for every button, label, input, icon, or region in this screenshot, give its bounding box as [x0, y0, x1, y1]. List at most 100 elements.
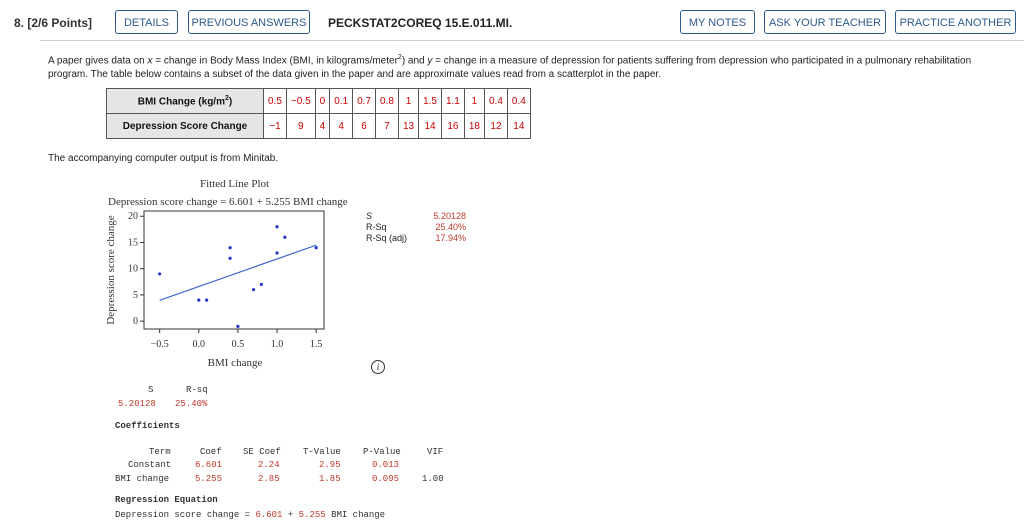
coef-term-bmi: BMI change [115, 474, 170, 484]
coef-bmi-t: 1.85 [319, 474, 341, 484]
data-table: BMI Change (kg/m2) 0.5 −0.5 0 0.1 0.7 0.… [106, 88, 531, 139]
plot-frame [143, 210, 325, 330]
data-point [158, 272, 162, 276]
data-point [251, 288, 256, 292]
table-cell: 0.1 [329, 88, 354, 114]
coef-bmi-p: 0.095 [372, 474, 400, 484]
coef-bmi-vif: 1.00 [422, 474, 444, 484]
output-rsq-header: R-sq [186, 385, 208, 395]
plot-equation: Depression score change = 6.601 + 5.255 … [108, 196, 348, 208]
data-point [197, 298, 201, 302]
table-cell: 16 [440, 113, 465, 139]
table-row-bmi: BMI Change (kg/m2) 0.5 −0.5 0 0.1 0.7 0.… [106, 88, 531, 114]
table-cell: 12 [484, 113, 508, 139]
y-axis-label: Depression score change [105, 215, 117, 324]
table-cell: 7 [375, 113, 399, 139]
row-header-depression: Depression Score Change [106, 113, 264, 139]
coefficients-title: Coefficients [115, 421, 180, 431]
table-cell: 1.1 [440, 88, 465, 114]
output-s-value: 5.20128 [118, 399, 156, 409]
table-cell: 1 [397, 88, 420, 114]
data-point [236, 324, 240, 328]
table-row-depression: Depression Score Change −1 9 4 4 6 7 13 … [106, 113, 531, 139]
coef-header-p: P-Value [363, 447, 401, 457]
table-cell: 0.8 [375, 88, 399, 114]
x-tick-label: 1.5 [310, 339, 323, 350]
table-cell: 9 [285, 113, 316, 139]
data-point [314, 246, 318, 250]
coef-header-coef: Coef [200, 447, 222, 457]
table-cell: −0.5 [285, 88, 316, 114]
y-tick-label: 0 [133, 316, 138, 327]
table-cell: 1 [463, 88, 486, 114]
table-cell: −1 [263, 113, 287, 139]
data-point [205, 298, 209, 302]
table-cell: 6 [352, 113, 377, 139]
row-header-bmi: BMI Change (kg/m2) [106, 88, 264, 114]
table-cell: 14 [418, 113, 442, 139]
coef-header-se: SE Coef [243, 447, 281, 457]
data-point [259, 282, 263, 287]
rsq-adj-label: R-Sq (adj) [366, 233, 408, 243]
plot-title: Fitted Line Plot [200, 178, 270, 190]
coef-constant-t: 2.95 [319, 460, 341, 470]
fit-line [159, 244, 317, 301]
x-tick-label: 0.5 [232, 339, 245, 350]
coef-term-constant: Constant [128, 460, 172, 470]
regression-equation: Depression score change = 6.601 + 5.255 … [115, 510, 386, 520]
x-axis-label: BMI change [208, 357, 263, 369]
coef-constant-coef: 6.601 [195, 460, 223, 470]
coef-bmi-se: 2.85 [258, 474, 280, 484]
table-cell: 14 [506, 113, 531, 139]
output-rsq-value: 25.40% [175, 399, 208, 409]
table-cell: 0.4 [506, 88, 531, 114]
table-cell: 4 [329, 113, 354, 139]
coef-constant-p: 0.013 [372, 460, 400, 470]
previous-answers-button[interactable]: PREVIOUS ANSWERS [188, 10, 310, 34]
data-point [275, 251, 279, 255]
data-point [228, 246, 232, 250]
details-button[interactable]: DETAILS [115, 10, 178, 34]
problem-intro: A paper gives data on x = change in Body… [48, 54, 972, 81]
x-tick-label: −0.5 [151, 339, 169, 350]
coef-bmi-coef: 5.255 [195, 474, 223, 484]
plot-stats: S 5.20128 R-Sq 25.40% R-Sq (adj) 17.94% [366, 211, 466, 244]
table-cell: 18 [463, 113, 486, 139]
coef-header-term: Term [149, 447, 171, 457]
info-icon[interactable]: i [371, 360, 385, 374]
output-s-header: S [148, 385, 154, 395]
header-divider [40, 40, 1024, 41]
data-point [283, 235, 287, 239]
s-value: 5.20128 [433, 211, 466, 221]
rsq-adj-value: 17.94% [435, 233, 466, 243]
rsq-value: 25.40% [435, 222, 466, 232]
table-cell: 0 [314, 88, 331, 114]
data-point [228, 256, 232, 260]
table-cell: 4 [314, 113, 331, 139]
x-tick-label: 0.0 [193, 339, 206, 350]
rsq-label: R-Sq [366, 222, 387, 232]
minitab-note: The accompanying computer output is from… [48, 153, 279, 164]
question-id: PECKSTAT2COREQ 15.E.011.MI. [328, 16, 513, 30]
table-cell: 0.7 [352, 88, 377, 114]
y-tick-label: 10 [128, 264, 138, 275]
y-tick-label: 20 [128, 211, 138, 222]
x-tick-label: 1.0 [271, 339, 284, 350]
fitted-line-plot: 20 15 10 5 0 −0.5 0.0 0.5 1.0 1.5 BMI change Dep… [105, 210, 325, 369]
table-cell: 0.4 [484, 88, 508, 114]
coef-header-vif: VIF [427, 447, 444, 457]
s-label: S [366, 211, 373, 221]
coef-header-t: T-Value [303, 447, 341, 457]
table-cell: 0.5 [263, 88, 287, 114]
y-tick-label: 5 [133, 290, 138, 301]
question-number: 8. [2/6 Points] [14, 16, 93, 30]
ask-teacher-button[interactable]: ASK YOUR TEACHER [764, 10, 886, 34]
y-tick-label: 15 [128, 237, 138, 248]
data-point [275, 225, 279, 229]
my-notes-button[interactable]: MY NOTES [680, 10, 755, 34]
practice-another-button[interactable]: PRACTICE ANOTHER [895, 10, 1016, 34]
regression-title: Regression Equation [115, 495, 218, 505]
table-cell: 13 [397, 113, 420, 139]
table-cell: 1.5 [418, 88, 442, 114]
coef-constant-se: 2.24 [258, 460, 280, 470]
